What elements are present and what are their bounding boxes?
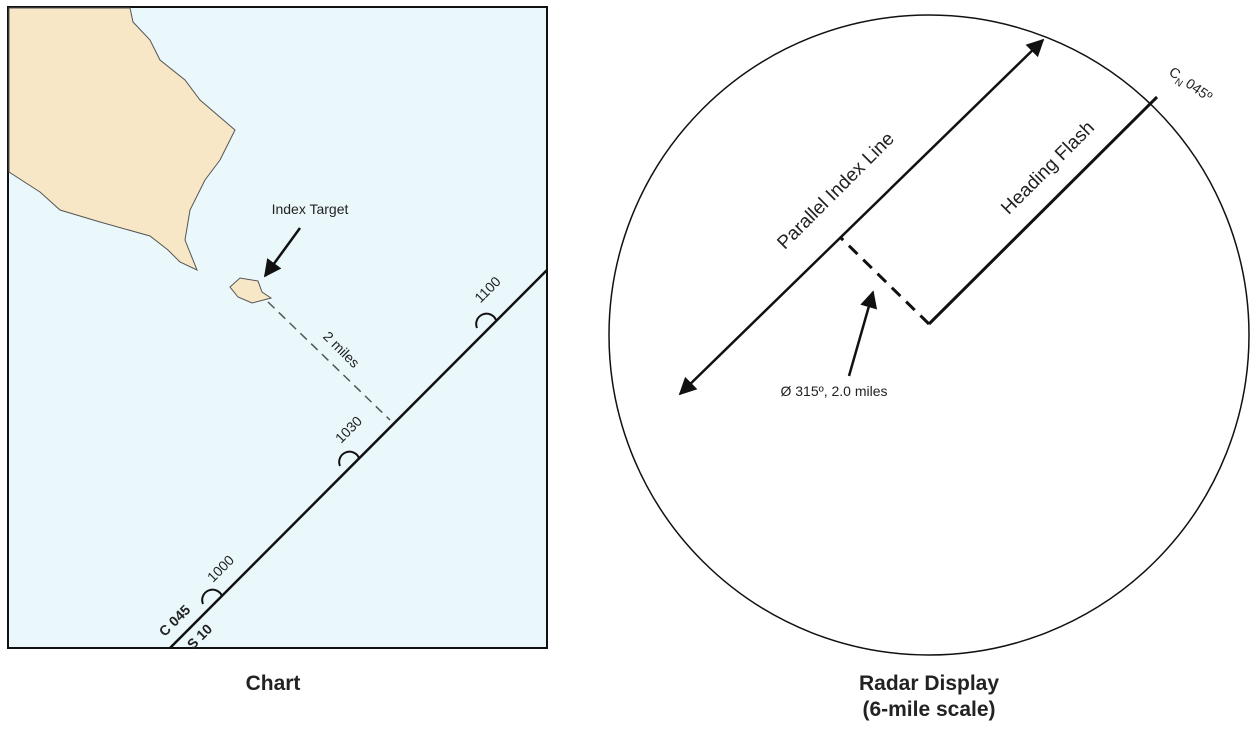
position-circle (338, 450, 360, 467)
distance-line (267, 301, 391, 421)
parallel-index-line (678, 38, 1045, 396)
position-circle (475, 312, 497, 329)
label: Ø 315º, 2.0 miles (780, 383, 887, 399)
index-target-island (229, 277, 273, 304)
target-arrow (263, 227, 302, 278)
heading-label: CN045º (1164, 63, 1215, 107)
land (8, 7, 236, 271)
position-circle (201, 588, 223, 605)
radar-circle (608, 14, 1250, 656)
track-line (169, 269, 548, 649)
caption: Radar Display (859, 672, 999, 695)
caption: (6-mile scale) (862, 698, 995, 721)
radar-panel: Parallel Index Line Heading Flash CN045º… (608, 14, 1250, 721)
label: 045º (1183, 75, 1216, 104)
chart-panel: Index Target 2 miles 1100 1030 1000 C 04… (7, 6, 548, 695)
label: Index Target (272, 201, 349, 217)
bearing-arrow (847, 290, 878, 377)
caption: Chart (246, 672, 301, 695)
